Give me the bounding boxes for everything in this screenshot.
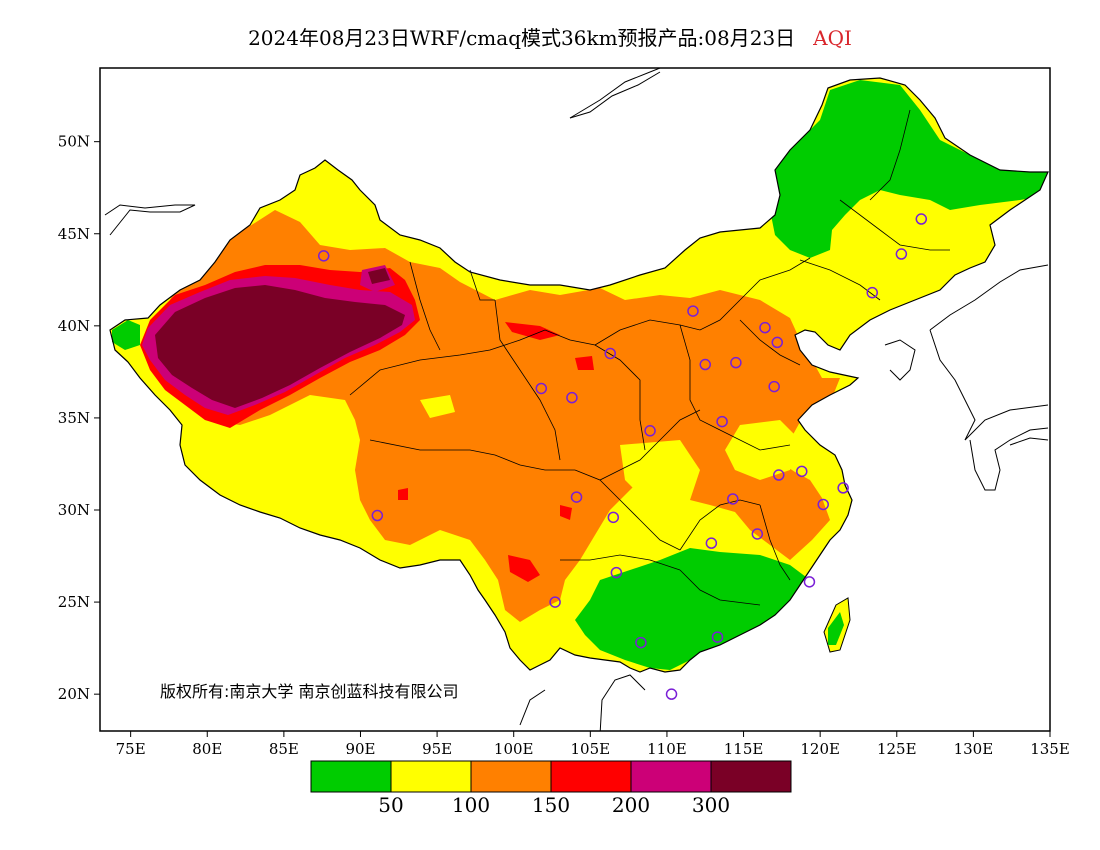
city-marker: [535, 382, 548, 395]
colorbar-label: 100: [452, 793, 490, 817]
city-marker: [705, 537, 718, 549]
city-marker: [699, 358, 711, 371]
colorbar-boxes: [310, 760, 792, 793]
colorbar-box: [550, 760, 632, 793]
lon-tick-label: 135E: [1030, 740, 1070, 758]
colorbar-label: 50: [378, 793, 403, 817]
map-plot-area: 版权所有:南京大学 南京创蓝科技有限公司: [104, 68, 1049, 731]
city-marker: [771, 336, 784, 349]
lon-tick-label: 75E: [116, 740, 146, 758]
china-border: [109, 77, 1049, 673]
lon-tick-label: 115E: [724, 740, 764, 758]
region-maroon-taklamakan: [155, 285, 405, 408]
region-yellow-tibet-patch: [420, 395, 455, 418]
city-marker: [687, 305, 699, 317]
lon-tick-label: 120E: [800, 740, 840, 758]
region-red-spot-4: [505, 322, 560, 340]
neighbour-coastlines: [104, 68, 1049, 731]
city-marker: [644, 425, 656, 437]
city-marker: [610, 566, 623, 579]
province-borders: [349, 109, 950, 606]
region-green-south: [575, 548, 810, 670]
colorbar-box: [630, 760, 712, 793]
city-marker: [635, 636, 647, 649]
city-marker: [796, 465, 808, 478]
longitude-axis: 75E 80E 85E 90E 95E 100E 105E 110E 115E 120E 125E 1…: [116, 731, 1070, 758]
city-marker: [711, 631, 724, 643]
lon-tick-label: 130E: [954, 740, 994, 758]
region-red-spot-3: [575, 356, 594, 370]
lon-tick-label: 110E: [647, 740, 687, 758]
lon-tick-label: 80E: [192, 740, 222, 758]
lon-tick-label: 100E: [494, 740, 534, 758]
city-marker: [817, 498, 829, 511]
colorbar-box: [310, 760, 392, 793]
city-marker: [665, 688, 678, 700]
lon-tick-label: 95E: [422, 740, 452, 758]
region-maroon-north-spot: [368, 268, 390, 284]
city-marker: [915, 213, 928, 225]
copyright-text: 版权所有:南京大学 南京创蓝科技有限公司: [160, 682, 458, 701]
region-green-kyrgyz: [112, 320, 140, 350]
colorbar-label: 300: [692, 793, 730, 817]
city-marker: [607, 511, 620, 524]
city-marker: [549, 596, 561, 608]
city-marker: [768, 380, 780, 393]
city-marker: [727, 493, 739, 505]
region-green-hainan: [648, 696, 684, 726]
lat-tick-label: 20N: [58, 685, 90, 703]
aqi-colorbar: 50 100 150 200 300: [310, 760, 792, 817]
colorbar-box: [470, 760, 552, 793]
latitude-axis: 20N 25N 30N 35N 40N 45N 50N: [58, 133, 100, 703]
city-marker: [866, 286, 879, 299]
city-marker: [803, 576, 816, 588]
lon-tick-label: 125E: [877, 740, 917, 758]
region-red-spot-1: [508, 555, 540, 582]
lon-tick-label: 85E: [269, 740, 299, 758]
lon-tick-label: 105E: [571, 740, 611, 758]
colorbar-label: 200: [612, 793, 650, 817]
city-marker: [566, 391, 578, 404]
city-marker: [751, 528, 764, 540]
title-variable: AQI: [813, 26, 852, 50]
city-marker: [604, 347, 616, 360]
region-red-spot-5: [398, 488, 408, 500]
colorbar-label: 150: [532, 793, 570, 817]
region-yellow-central: [620, 440, 700, 505]
city-marker: [730, 356, 742, 369]
aqi-map: 版权所有:南京大学 南京创蓝科技有限公司 75E 80E 85E 90E 95E 100E…: [58, 67, 1070, 758]
lat-tick-label: 35N: [58, 409, 90, 427]
lat-tick-label: 50N: [58, 133, 90, 151]
region-taiwan-green: [828, 612, 844, 645]
city-marker: [837, 482, 849, 494]
city-markers: [317, 213, 928, 700]
map-title: 2024年08月23日WRF/cmaq模式36km预报产品:08月23日 AQI: [0, 22, 1100, 51]
lat-tick-label: 45N: [58, 225, 90, 243]
city-marker: [895, 248, 908, 260]
title-text: 2024年08月23日WRF/cmaq模式36km预报产品:08月23日: [248, 26, 796, 50]
map-frame: [99, 67, 1051, 732]
colorbar-labels: 50 100 150 200 300: [378, 793, 730, 817]
lat-tick-label: 30N: [58, 501, 90, 519]
lat-tick-label: 40N: [58, 317, 90, 335]
city-marker: [317, 250, 330, 262]
city-marker: [759, 321, 771, 334]
colorbar-box: [390, 760, 472, 793]
region-yellow-shandong: [725, 420, 800, 480]
city-marker: [773, 469, 785, 481]
colorbar-box: [710, 760, 792, 793]
lon-tick-label: 90E: [345, 740, 375, 758]
region-red-spot-2: [560, 505, 572, 520]
lat-tick-label: 25N: [58, 593, 90, 611]
city-marker: [716, 415, 728, 428]
aqi-field: [110, 78, 1048, 726]
city-marker: [371, 509, 384, 522]
region-green-northeast: [770, 80, 1048, 258]
city-marker: [570, 491, 583, 503]
